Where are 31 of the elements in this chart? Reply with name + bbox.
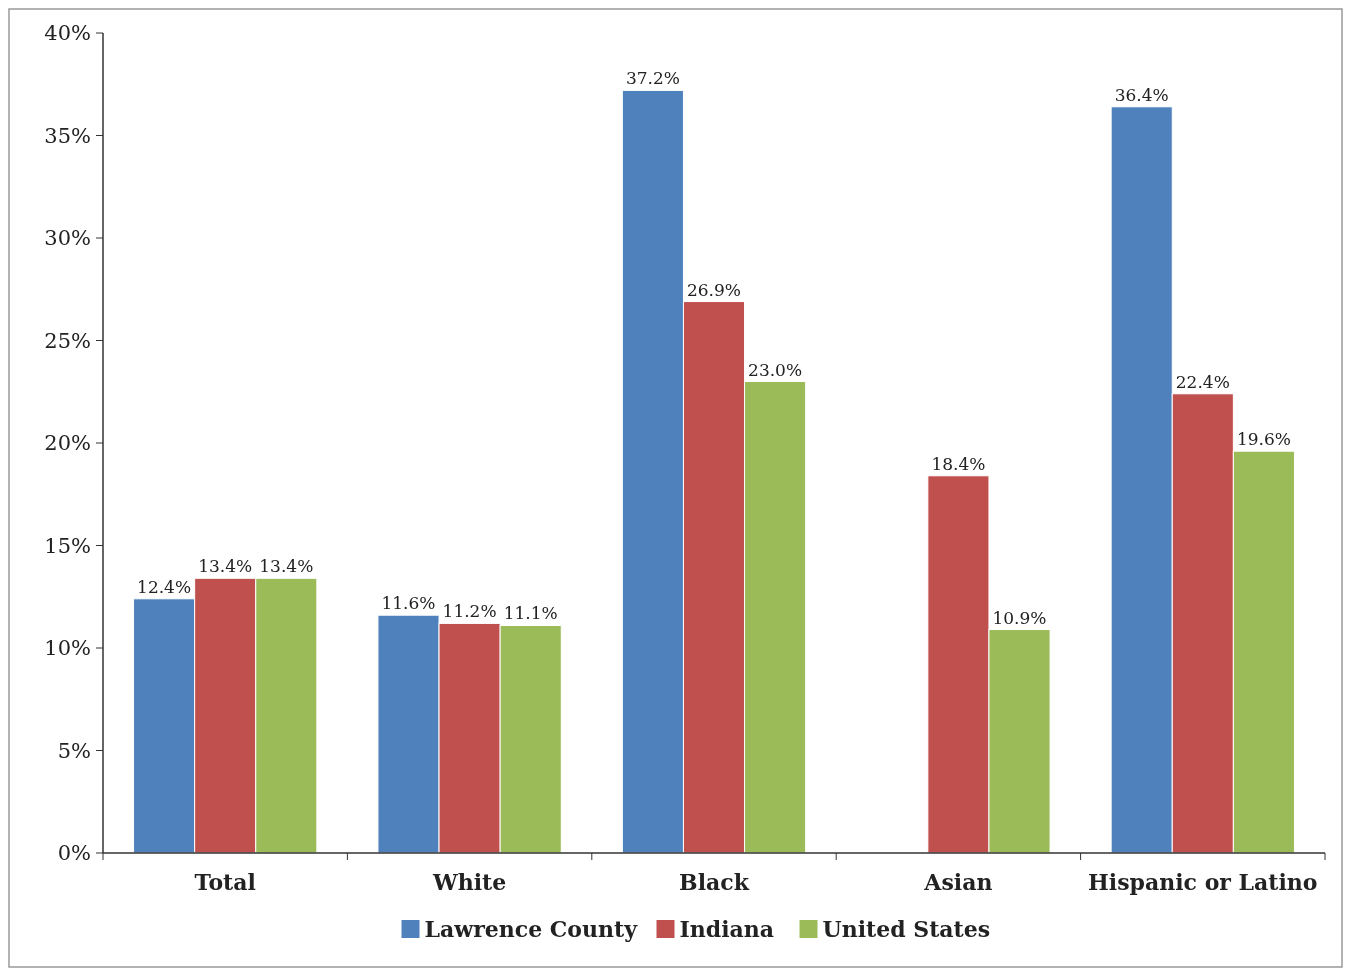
text: 11.1% (503, 603, 558, 624)
text: 11.2% (442, 601, 497, 622)
text: 11.6% (381, 593, 436, 614)
y-tick-label: 0% (57, 841, 91, 866)
text: 12.4% (137, 576, 192, 597)
text: 37.2% (625, 68, 680, 89)
text: 22.4% (1175, 371, 1230, 392)
x-tick-label: Total (194, 869, 256, 895)
x-tick-label: Hispanic or Latino (1088, 869, 1318, 895)
y-tick-label: 35% (44, 123, 91, 148)
text: 26.9% (686, 279, 742, 300)
y-tick-label: 20% (44, 431, 91, 456)
y-tick-label: 5% (57, 738, 91, 763)
legend-label: Indiana (679, 915, 775, 942)
text: 36.4% (1114, 84, 1169, 105)
x-tick-label: White (431, 869, 507, 895)
y-tick-label: 30% (44, 226, 91, 251)
legend-label: United States (822, 915, 991, 942)
y-tick-label: 10% (44, 636, 91, 661)
y-tick-label: 25% (44, 328, 91, 353)
y-tick-label: 40% (44, 21, 91, 46)
text: 13.4% (259, 556, 314, 577)
text: 23.0% (748, 359, 803, 380)
y-tick-label: 15% (44, 533, 91, 558)
x-tick-label: Asian (923, 869, 993, 895)
text: 10.9% (992, 607, 1047, 628)
text: 18.4% (931, 453, 986, 474)
text: 13.4% (198, 556, 253, 577)
x-tick-label: Black (679, 869, 750, 895)
text: 19.6% (1236, 429, 1291, 450)
legend-label: Lawrence County (424, 915, 639, 942)
